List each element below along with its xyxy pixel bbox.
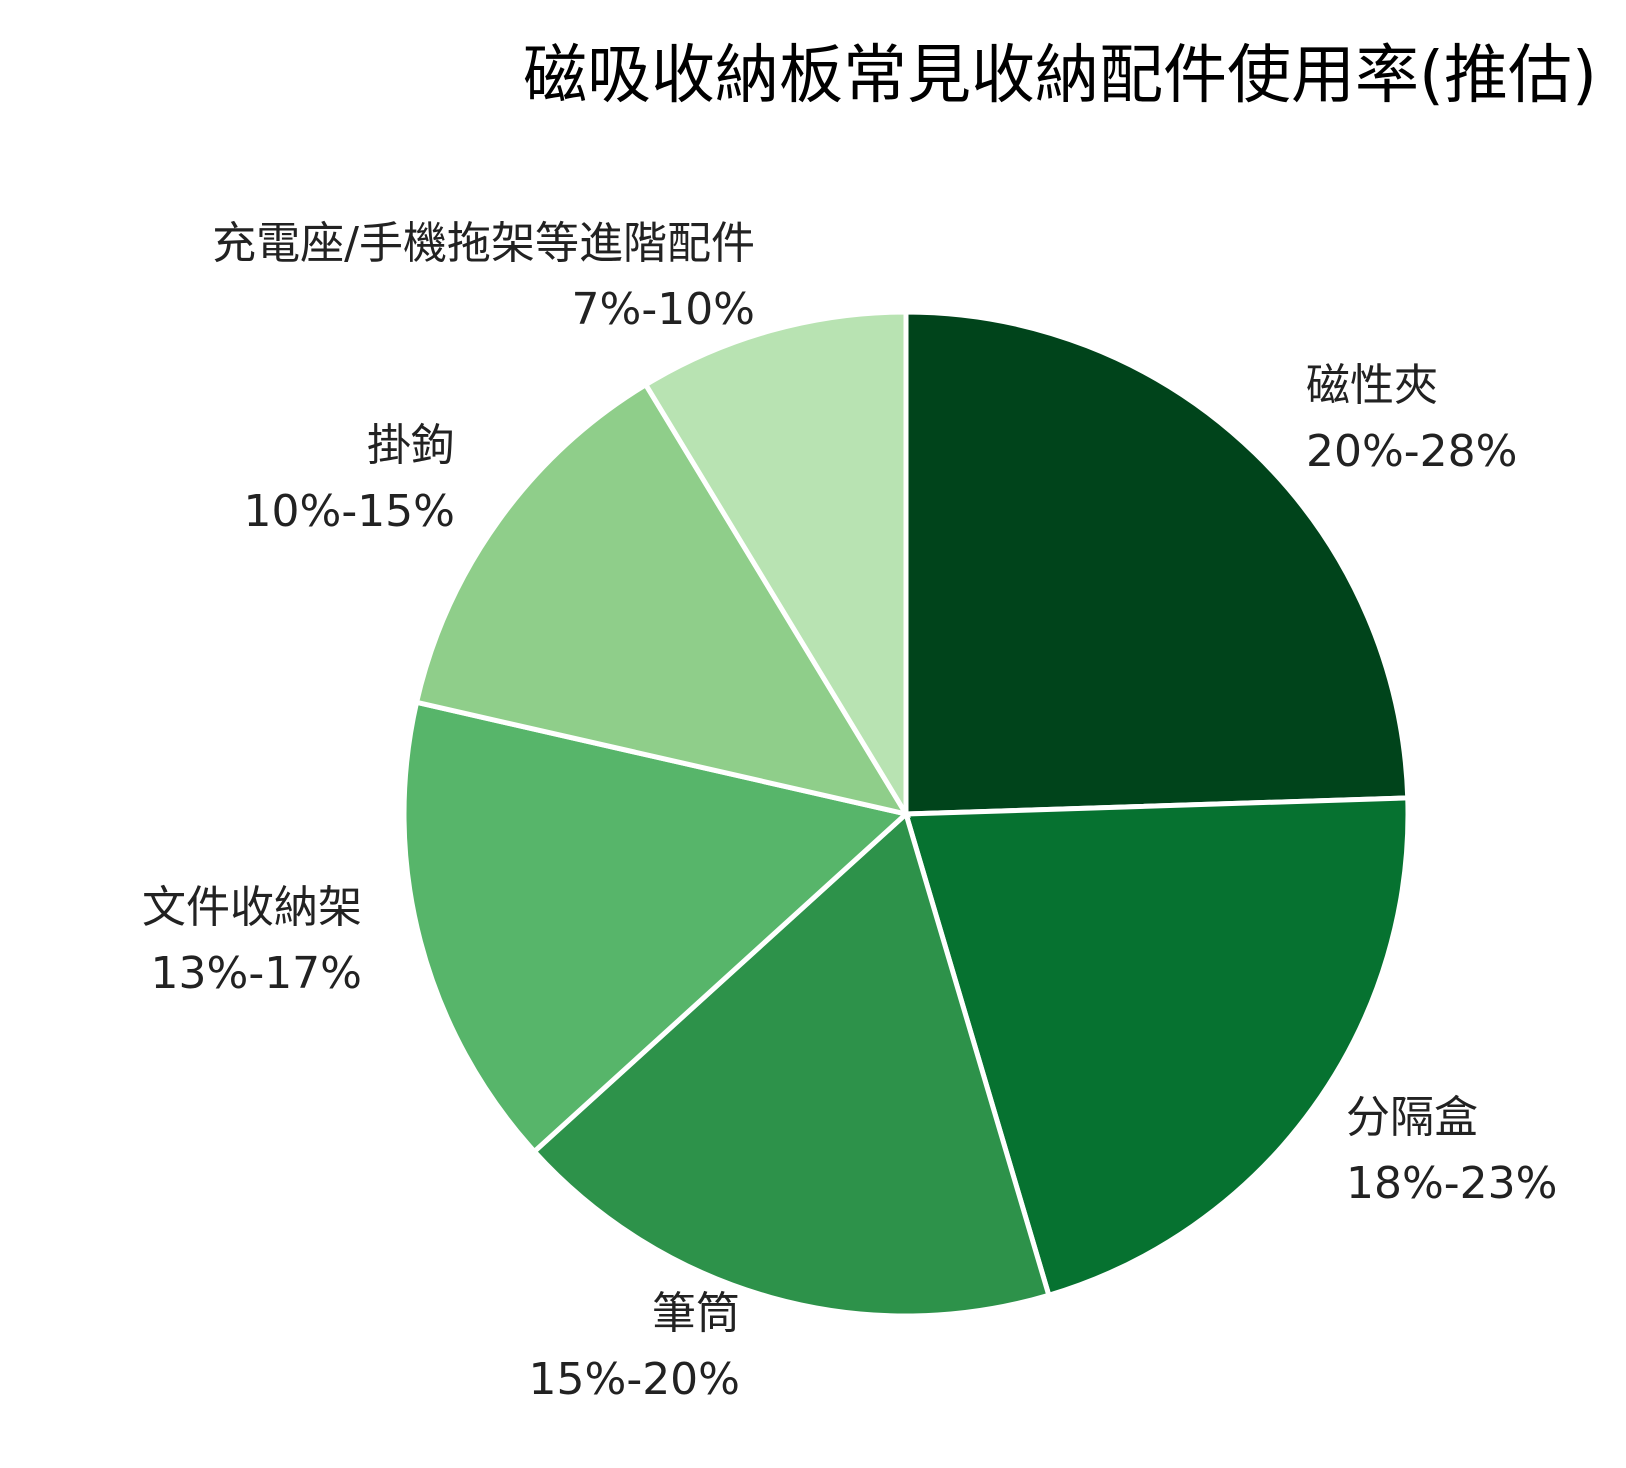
slice-label-name-0: 磁性夾 <box>1306 360 1438 411</box>
slice-label-range-5: 7%-10% <box>572 284 755 335</box>
slice-label-range-1: 18%-23% <box>1346 1158 1557 1209</box>
pie-slice-1 <box>902 795 1411 1299</box>
slice-label-name-1: 分隔盒 <box>1346 1092 1478 1143</box>
pie-slice-2 <box>530 809 1052 1319</box>
chart-title: 磁吸收納板常見收納配件使用率(推估) <box>523 39 1597 113</box>
slice-label-range-2: 15%-20% <box>529 1354 740 1405</box>
pie-slice-5 <box>642 309 909 823</box>
slice-label-range-0: 20%-28% <box>1306 426 1517 477</box>
slice-label-range-4: 10%-15% <box>244 486 455 537</box>
slice-label-name-5: 充電座/手機拖架等進階配件 <box>212 218 755 269</box>
pie-slice-3 <box>401 699 912 1156</box>
slice-label-range-3: 13%-17% <box>151 948 362 999</box>
pie-slice-4 <box>413 381 912 818</box>
pie-labels: 磁性夾 20%-28% 分隔盒 18%-23% 筆筒 15%-20% 文件收納架 13%-17… <box>142 218 1557 1405</box>
slice-label-name-3: 文件收納架 <box>142 882 362 933</box>
pie-slices <box>401 309 1411 1319</box>
slice-label-name-2: 筆筒 <box>652 1288 740 1339</box>
slice-label-name-4: 掛鉤 <box>367 420 455 471</box>
pie-slice-0 <box>903 309 1411 817</box>
